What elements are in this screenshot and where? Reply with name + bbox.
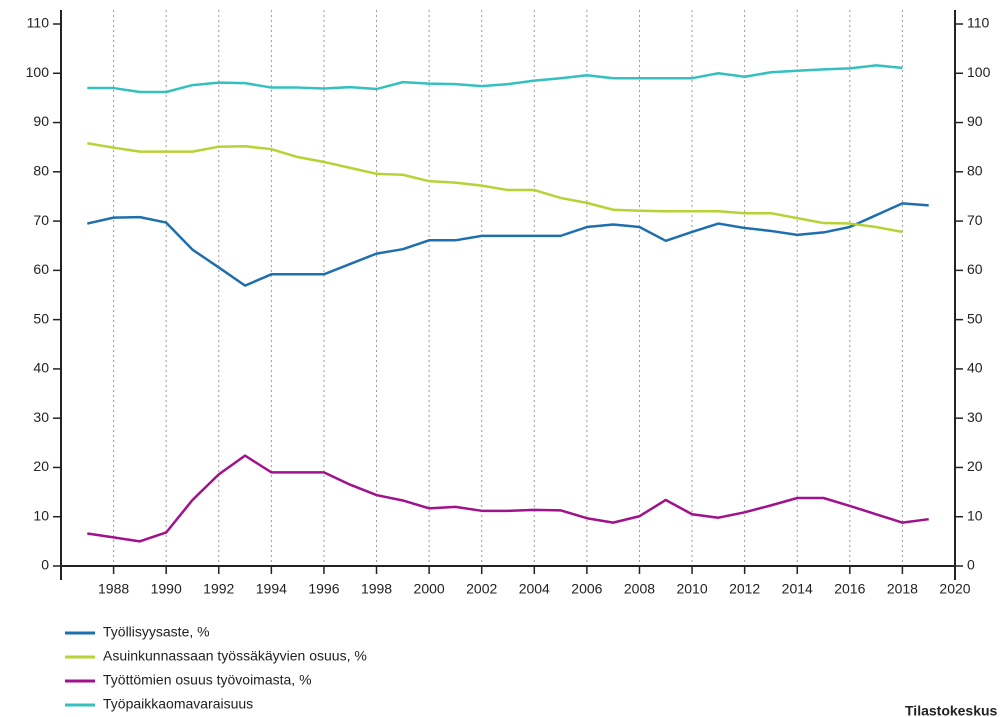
y2-tick-label: 40 bbox=[967, 360, 983, 376]
source: Tilastokeskus bbox=[905, 703, 998, 717]
series-line bbox=[87, 454, 929, 543]
x-tick-label: 2008 bbox=[624, 581, 655, 597]
y2-tick-label: 0 bbox=[967, 557, 975, 573]
y-tick-label: 90 bbox=[33, 113, 49, 129]
y-tick-label: 60 bbox=[33, 261, 49, 277]
x-tick-label: 2006 bbox=[571, 581, 602, 597]
x-tick-label: 1992 bbox=[203, 581, 234, 597]
series-line bbox=[87, 64, 903, 94]
y2-tick-label: 20 bbox=[967, 458, 983, 474]
x-tick-label: 2012 bbox=[729, 581, 760, 597]
legend-label: Työpaikkaomavaraisuus bbox=[103, 696, 253, 712]
x-tick-label: 1988 bbox=[98, 581, 129, 597]
y2-tick-label: 80 bbox=[967, 163, 983, 179]
x-tick-label: 2000 bbox=[414, 581, 445, 597]
x-tick-label: 2014 bbox=[782, 581, 813, 597]
y-tick-label: 40 bbox=[33, 360, 49, 376]
y2-tick-label: 90 bbox=[967, 113, 983, 129]
y2-tick-label: 50 bbox=[967, 310, 983, 326]
legend-label: Työllisyysaste, % bbox=[103, 624, 210, 640]
x-tick-label: 2020 bbox=[939, 581, 970, 597]
y-tick-label: 50 bbox=[33, 310, 49, 326]
legend-label: Työttömien osuus työvoimasta, % bbox=[103, 672, 312, 688]
x-tick-label: 2002 bbox=[466, 581, 497, 597]
x-tick-label: 1994 bbox=[256, 581, 287, 597]
y2-tick-label: 110 bbox=[967, 15, 990, 31]
y-tick-label: 110 bbox=[27, 15, 50, 31]
y2-tick-label: 10 bbox=[967, 507, 983, 523]
x-tick-label: 1990 bbox=[151, 581, 182, 597]
x-tick-label: 2016 bbox=[834, 581, 865, 597]
y-tick-label: 80 bbox=[33, 163, 49, 179]
y2-tick-label: 60 bbox=[967, 261, 983, 277]
y-tick-label: 30 bbox=[33, 409, 49, 425]
series-line bbox=[87, 202, 929, 287]
x-tick-label: 1996 bbox=[308, 581, 339, 597]
y-tick-label: 20 bbox=[33, 458, 49, 474]
y2-tick-label: 100 bbox=[967, 64, 991, 80]
y-tick-label: 0 bbox=[41, 557, 49, 573]
series-line bbox=[87, 142, 903, 234]
legend-label: Asuinkunnassaan työssäkäyvien osuus, % bbox=[103, 648, 367, 664]
x-tick-label: 2010 bbox=[676, 581, 707, 597]
x-tick-label: 2004 bbox=[519, 581, 550, 597]
x-tick-label: 2018 bbox=[887, 581, 918, 597]
y2-tick-label: 30 bbox=[967, 409, 983, 425]
y-tick-label: 70 bbox=[33, 212, 49, 228]
y-tick-label: 10 bbox=[33, 507, 49, 523]
y2-tick-label: 70 bbox=[967, 212, 983, 228]
x-tick-label: 1998 bbox=[361, 581, 392, 597]
y-tick-label: 100 bbox=[26, 64, 50, 80]
